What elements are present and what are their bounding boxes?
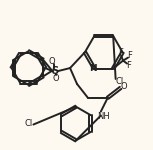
- Text: N: N: [90, 64, 97, 73]
- Text: O: O: [49, 57, 56, 66]
- Text: Cl: Cl: [116, 77, 124, 86]
- Text: O: O: [120, 82, 127, 91]
- Text: F: F: [118, 48, 123, 57]
- Text: NH: NH: [97, 112, 110, 121]
- Text: F: F: [128, 51, 132, 60]
- Text: S: S: [52, 66, 59, 76]
- Text: F: F: [127, 61, 131, 70]
- Text: Cl: Cl: [24, 119, 33, 128]
- Text: O: O: [53, 74, 60, 83]
